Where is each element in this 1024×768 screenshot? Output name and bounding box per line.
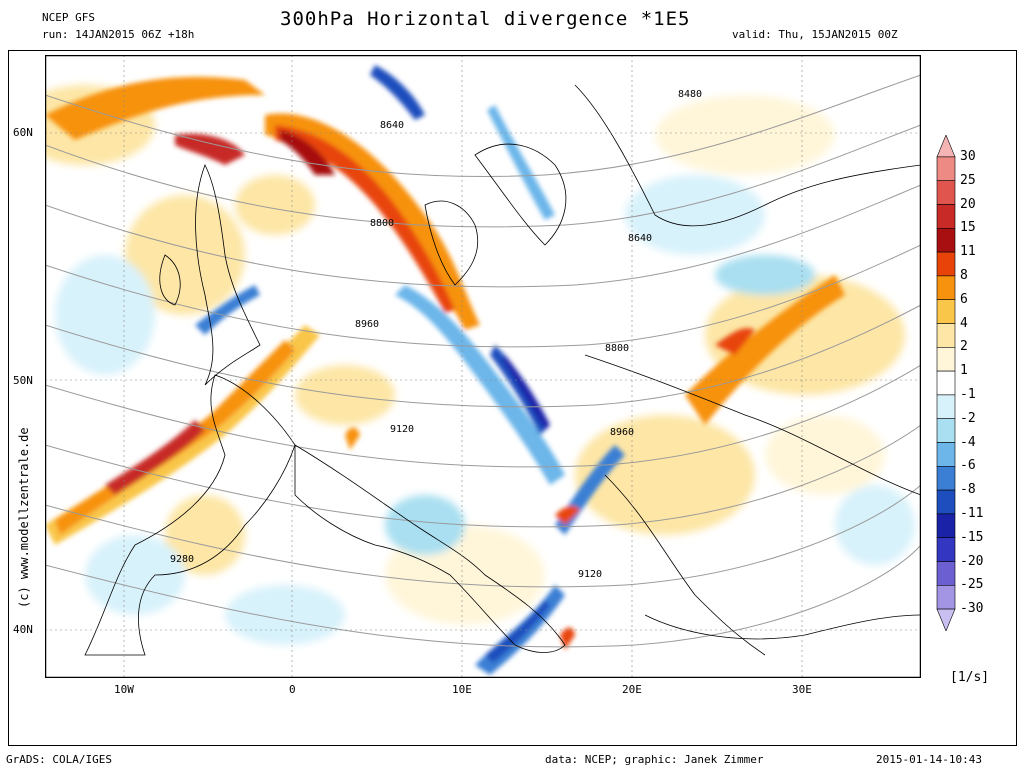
contour-label: 8960 xyxy=(355,319,379,330)
colorbar-arrow-bottom xyxy=(936,608,956,631)
latlon-grid xyxy=(45,55,921,678)
colorbar-level-label: -4 xyxy=(960,434,976,450)
colorbar-box xyxy=(936,418,956,443)
valid-time: valid: Thu, 15JAN2015 00Z xyxy=(732,28,898,41)
colorbar-level-label: 30 xyxy=(960,148,976,164)
lat-label-40n: 40N xyxy=(13,623,33,636)
lat-label-60n: 60N xyxy=(13,126,33,139)
colorbar-level-label: 20 xyxy=(960,196,976,212)
contour-label: 8640 xyxy=(380,120,404,131)
lon-label-30e: 30E xyxy=(792,683,812,696)
colorbar-box xyxy=(936,584,956,610)
lat-label-50n: 50N xyxy=(13,374,33,387)
colorbar-box xyxy=(936,561,956,586)
contour-label: 9120 xyxy=(390,424,414,435)
colorbar-box xyxy=(936,275,956,300)
colorbar-level-label: 1 xyxy=(960,363,968,379)
colorbar-level-label: -6 xyxy=(960,458,976,474)
colorbar-level-label: -30 xyxy=(960,601,984,617)
divergence-map: 8480 8640 8640 8800 8800 8960 8960 9120 … xyxy=(45,55,921,678)
page-title: 300hPa Horizontal divergence *1E5 xyxy=(280,8,691,30)
colorbar-box xyxy=(936,156,956,181)
colorbar-box xyxy=(936,323,956,348)
colorbar-box xyxy=(936,228,956,253)
run-info: run: 14JAN2015 06Z +18h xyxy=(42,28,195,41)
colorbar-box xyxy=(936,370,956,396)
colorbar-level-label: 11 xyxy=(960,244,976,260)
colorbar-box xyxy=(936,251,956,277)
colorbar-level-label: 2 xyxy=(960,339,968,355)
lon-label-10w: 10W xyxy=(114,683,134,696)
contour-label: 8960 xyxy=(610,427,634,438)
contour-label: 8800 xyxy=(605,343,629,354)
colorbar-unit: [1/s] xyxy=(950,670,990,685)
colorbar-level-label: 4 xyxy=(960,315,968,331)
colorbar-box xyxy=(936,513,956,538)
colorbar-level-label: 6 xyxy=(960,291,968,307)
footer-center: data: NCEP; graphic: Janek Zimmer xyxy=(545,753,764,766)
colorbar-box xyxy=(936,204,956,229)
footer-left: GrADS: COLA/IGES xyxy=(6,753,112,766)
credit-vertical: (c) www.modellzentrale.de xyxy=(17,427,31,608)
geopotential-contours xyxy=(45,74,921,648)
colorbar-level-label: -25 xyxy=(960,577,984,593)
colorbar-box xyxy=(936,299,956,324)
contour-label: 9280 xyxy=(170,554,194,565)
colorbar-level-label: 25 xyxy=(960,172,976,188)
model-name: NCEP GFS xyxy=(42,11,95,24)
colorbar-level-label: -8 xyxy=(960,482,976,498)
plot-frame xyxy=(8,50,1017,746)
footer-right: 2015-01-14-10:43 xyxy=(876,753,982,766)
colorbar-box xyxy=(936,394,956,419)
colorbar-box xyxy=(936,180,956,205)
colorbar-box xyxy=(936,465,956,491)
colorbar-level-label: 8 xyxy=(960,267,968,283)
contour-label: 8480 xyxy=(678,89,702,100)
colorbar-level-label: -15 xyxy=(960,529,984,545)
colorbar-level-label: -11 xyxy=(960,505,984,521)
contour-label: 8640 xyxy=(628,233,652,244)
colorbar xyxy=(936,135,956,631)
colorbar-box xyxy=(936,489,956,515)
colorbar-level-label: -2 xyxy=(960,410,976,426)
colorbar-box xyxy=(936,537,956,562)
colorbar-box xyxy=(936,442,956,467)
contour-label: 8800 xyxy=(370,218,394,229)
coastlines xyxy=(84,84,921,656)
colorbar-level-label: 15 xyxy=(960,220,976,236)
lon-label-10e: 10E xyxy=(452,683,472,696)
colorbar-level-label: -1 xyxy=(960,386,976,402)
contour-labels: 8480 8640 8640 8800 8800 8960 8960 9120 … xyxy=(170,89,702,580)
colorbar-arrow-top xyxy=(936,135,956,158)
colorbar-level-label: -20 xyxy=(960,553,984,569)
contour-label: 9120 xyxy=(578,569,602,580)
colorbar-box xyxy=(936,347,956,372)
lon-label-20e: 20E xyxy=(622,683,642,696)
lon-label-0: 0 xyxy=(289,683,296,696)
